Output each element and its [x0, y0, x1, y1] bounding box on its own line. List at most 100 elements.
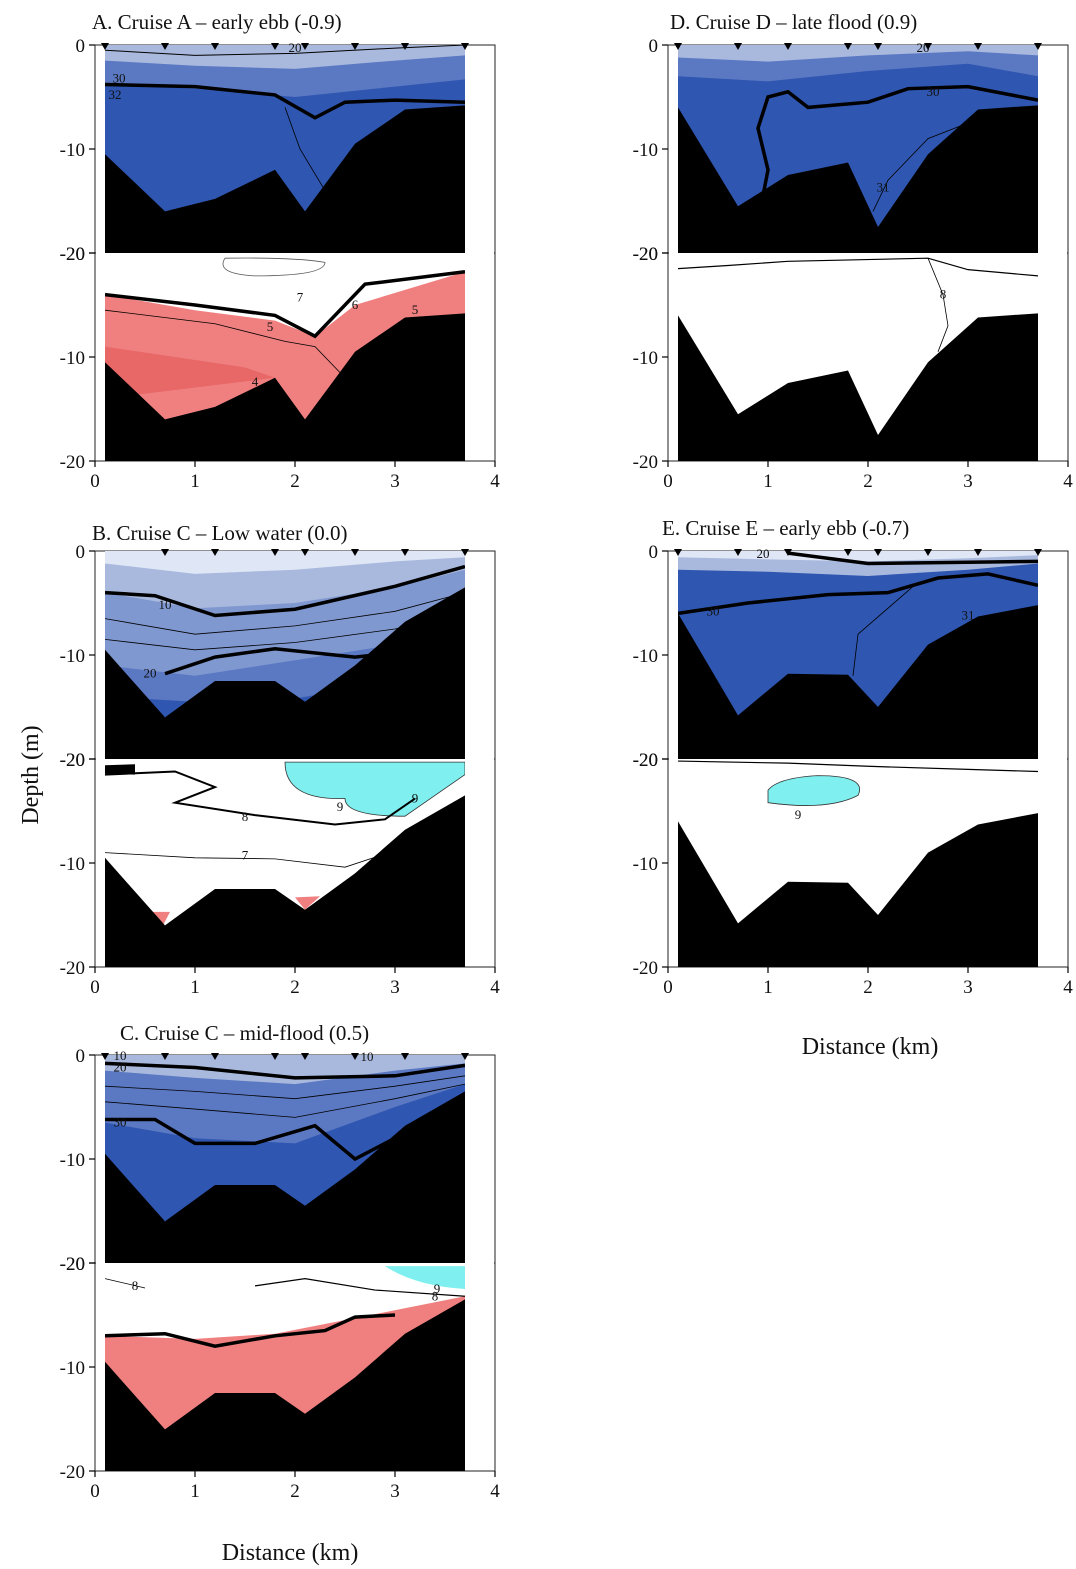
- y-tick-label: -10: [60, 646, 85, 667]
- station-marker: [101, 43, 109, 50]
- x-tick-label: 2: [290, 1481, 300, 1502]
- station-marker: [734, 43, 742, 50]
- station-marker: [211, 549, 219, 556]
- x-tick-label: 1: [190, 1481, 200, 1502]
- oxygen-isoline-bold: [104, 269, 466, 339]
- station-marker: [351, 1053, 359, 1060]
- contour-label: 30: [113, 70, 126, 85]
- station-marker: [974, 43, 982, 50]
- salinity-isoline-bold: [104, 564, 466, 618]
- contour-label: 10: [361, 1049, 374, 1064]
- x-tick-label: 0: [663, 977, 673, 998]
- y-tick-label: -20: [60, 1254, 85, 1275]
- y-tick-label: -10: [60, 140, 85, 161]
- right-margin: [465, 46, 494, 460]
- contour-label: 8: [432, 1288, 439, 1303]
- seabed-upper: [105, 105, 465, 253]
- contour-label: 20: [289, 40, 302, 55]
- station-marker: [211, 43, 219, 50]
- seabed-upper: [105, 1091, 465, 1263]
- panel-title: C. Cruise C – mid-flood (0.5): [120, 1021, 369, 1045]
- seabed-lower: [105, 795, 465, 967]
- x-tick-label: 1: [190, 471, 200, 492]
- contour-label: 9: [412, 791, 419, 806]
- oxygen-isoline: [254, 1277, 466, 1297]
- salinity-band-surface: [105, 551, 465, 574]
- x-tick-label: 0: [90, 1481, 100, 1502]
- salinity-isoline-bold: [105, 1117, 396, 1162]
- station-marker: [271, 1053, 279, 1060]
- contour-label: 20: [114, 1059, 127, 1074]
- y-tick-label: 0: [76, 1046, 86, 1067]
- contour-label: 31: [962, 607, 975, 622]
- left-margin: [669, 552, 678, 966]
- y-tick-label: 0: [649, 542, 659, 563]
- contour-label: 10: [159, 597, 172, 612]
- oxygen-isoline: [927, 258, 949, 352]
- y-tick-label: -10: [60, 854, 85, 875]
- station-marker: [161, 1053, 169, 1060]
- seabed-lower: [105, 1299, 465, 1471]
- oxygen-high-patch: [284, 761, 466, 817]
- oxygen-dark-patch: [105, 764, 135, 775]
- station-marker: [161, 549, 169, 556]
- x-tick-label: 4: [490, 1481, 500, 1502]
- station-marker: [161, 43, 169, 50]
- station-marker: [784, 549, 792, 556]
- x-tick-label: 1: [763, 471, 773, 492]
- station-marker: [271, 549, 279, 556]
- left-margin: [96, 1056, 105, 1470]
- oxygen-band-upper: [105, 1263, 465, 1339]
- x-tick-label: 3: [963, 977, 973, 998]
- station-marker: [301, 549, 309, 556]
- contour-label: 5: [267, 319, 274, 334]
- station-marker: [461, 1053, 469, 1060]
- station-marker: [301, 1053, 309, 1060]
- x-tick-label: 4: [1063, 977, 1073, 998]
- salinity-isoline: [104, 44, 466, 56]
- oxygen-isoline-bold: [104, 770, 416, 826]
- y-tick-label: -10: [60, 1358, 85, 1379]
- station-marker: [461, 43, 469, 50]
- station-marker: [874, 43, 882, 50]
- y-axis-label: Depth (m): [18, 725, 44, 824]
- salinity-isoline: [872, 122, 969, 212]
- y-tick-label: 0: [76, 542, 86, 563]
- station-marker: [301, 43, 309, 50]
- contour-label: 9: [337, 799, 344, 814]
- x-tick-label: 4: [490, 977, 500, 998]
- oxygen-isoline: [104, 847, 406, 868]
- oxygen-high-patch: [767, 775, 860, 806]
- x-tick-label: 1: [763, 977, 773, 998]
- seabed-upper: [105, 587, 465, 759]
- salinity-isoline-bold: [104, 1061, 466, 1080]
- y-tick-label: -10: [60, 348, 85, 369]
- station-marker: [271, 43, 279, 50]
- x-tick-label: 4: [490, 471, 500, 492]
- right-margin: [465, 1056, 494, 1470]
- contour-label: 30: [927, 84, 940, 99]
- station-marker: [351, 549, 359, 556]
- contour-label: 30: [114, 1115, 127, 1130]
- y-tick-label: -10: [60, 1150, 85, 1171]
- x-tick-label: 3: [390, 977, 400, 998]
- seabed-lower: [105, 313, 465, 461]
- contour-label: 6: [352, 297, 359, 312]
- oxygen-low-band: [105, 346, 275, 399]
- salinity-isoline-bold: [104, 82, 466, 120]
- x-tick-label: 2: [863, 471, 873, 492]
- station-marker: [1034, 43, 1042, 50]
- y-tick-label: -20: [633, 750, 658, 771]
- panel-title: E. Cruise E – early ebb (-0.7): [662, 516, 909, 540]
- x-tick-label: 0: [90, 977, 100, 998]
- y-tick-label: -20: [633, 452, 658, 473]
- station-marker: [924, 549, 932, 556]
- x-tick-label: 3: [390, 471, 400, 492]
- station-marker: [674, 43, 682, 50]
- station-marker: [461, 549, 469, 556]
- station-marker: [784, 43, 792, 50]
- oxygen-isoline-bold: [104, 1313, 396, 1348]
